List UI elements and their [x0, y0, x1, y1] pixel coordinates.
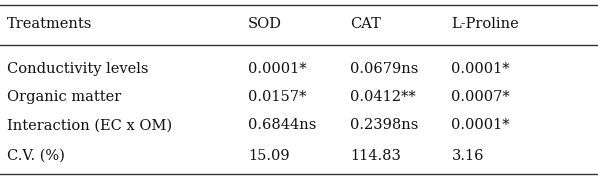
Text: CAT: CAT — [350, 17, 381, 31]
Text: 0.0157*: 0.0157* — [248, 90, 307, 104]
Text: Organic matter: Organic matter — [7, 90, 121, 104]
Text: Treatments: Treatments — [7, 17, 93, 31]
Text: C.V. (%): C.V. (%) — [7, 149, 65, 163]
Text: 0.0007*: 0.0007* — [451, 90, 510, 104]
Text: L-Proline: L-Proline — [451, 17, 519, 31]
Text: SOD: SOD — [248, 17, 282, 31]
Text: 15.09: 15.09 — [248, 149, 290, 163]
Text: 0.0412**: 0.0412** — [350, 90, 416, 104]
Text: 0.0679ns: 0.0679ns — [350, 62, 418, 75]
Text: Conductivity levels: Conductivity levels — [7, 62, 149, 75]
Text: 0.0001*: 0.0001* — [451, 62, 510, 75]
Text: 0.0001*: 0.0001* — [451, 119, 510, 132]
Text: 3.16: 3.16 — [451, 149, 484, 163]
Text: 0.2398ns: 0.2398ns — [350, 119, 418, 132]
Text: 0.6844ns: 0.6844ns — [248, 119, 316, 132]
Text: Interaction (EC x OM): Interaction (EC x OM) — [7, 119, 172, 132]
Text: 0.0001*: 0.0001* — [248, 62, 307, 75]
Text: 114.83: 114.83 — [350, 149, 401, 163]
